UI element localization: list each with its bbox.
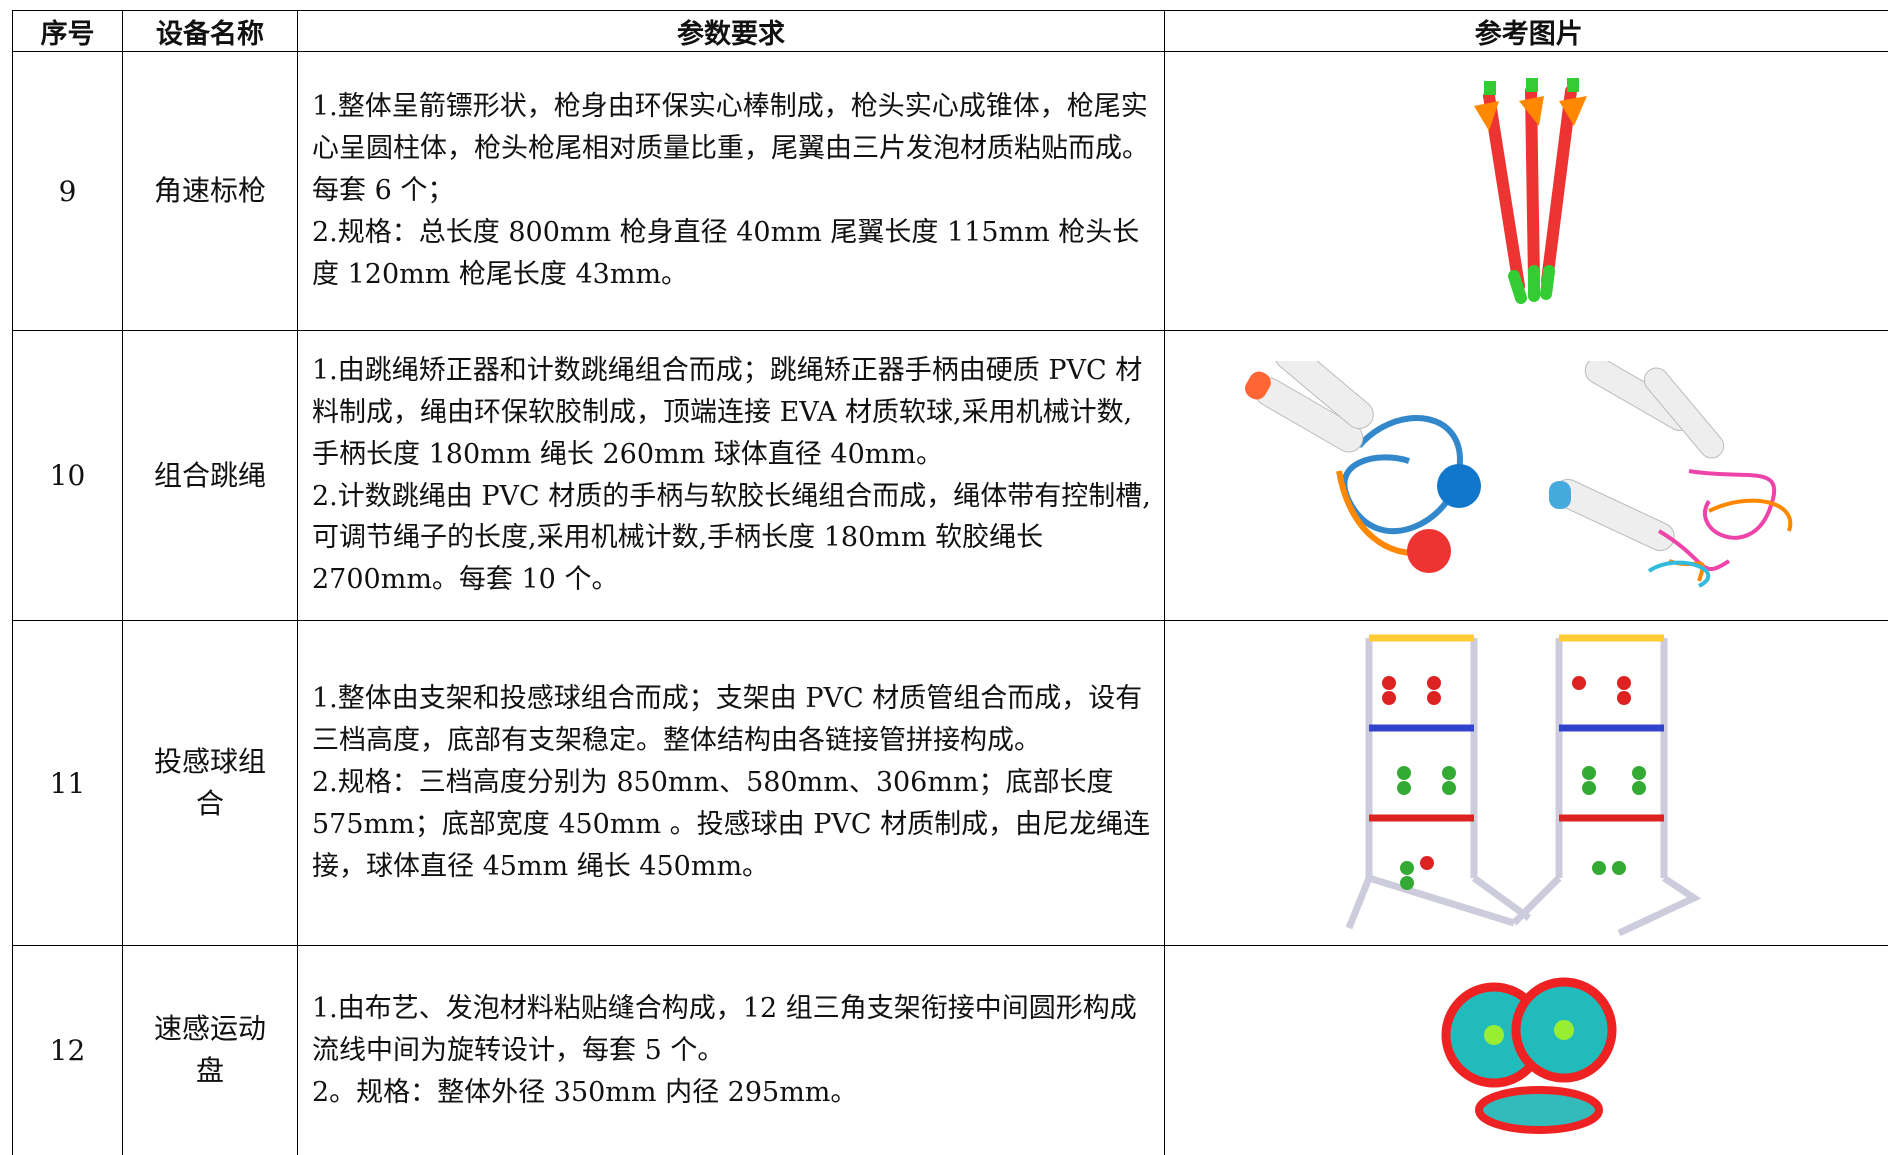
device-name: 角速标枪 (122, 51, 298, 331)
row: 10 组合跳绳 1.由跳绳矫正器和计数跳绳组合而成；跳绳矫正器手柄由硬质 PVC… (12, 330, 1888, 621)
picture (1164, 51, 1888, 331)
header-cell: 参考图片 (1164, 10, 1888, 52)
param-text: 1.整体呈箭镖形状，枪身由环保实心棒制成，枪头实心成锥体，枪尾实心呈圆柱体，枪头… (312, 91, 1149, 207)
param-text: 2.计数跳绳由 PVC 材质的手柄与软胶长绳组合而成，绳体带有控制槽,可调节绳子… (312, 480, 1151, 596)
params: 1.整体呈箭镖形状，枪身由环保实心棒制成，枪头实心成锥体，枪尾实心呈圆柱体，枪头… (297, 51, 1165, 331)
param-text: 1.由布艺、发泡材料粘贴缝合构成，12 组三角支架衔接中间圆形构成流线中间为旋转… (312, 993, 1137, 1066)
number: 9 (12, 51, 123, 331)
params: 1.由跳绳矫正器和计数跳绳组合而成；跳绳矫正器手柄由硬质 PVC 材料制成，绳由… (297, 330, 1165, 621)
javelin-image (1473, 78, 1587, 304)
params: 1.整体由支架和投感球组合而成；支架由 PVC 材质管组合而成，设有三档高度，底… (297, 620, 1165, 946)
picture (1164, 945, 1888, 1155)
number: 11 (12, 620, 123, 946)
device-name: 速感运动盘 (122, 945, 298, 1155)
picture (1164, 330, 1888, 621)
row: 9 角速标枪 1.整体呈箭镖形状，枪身由环保实心棒制成，枪头实心成锥体，枪尾实心… (12, 51, 1888, 331)
header-cell: 设备名称 (122, 10, 298, 52)
ladder-toss-image (1345, 634, 1701, 937)
param-text: 2.规格：三档高度分别为 850mm、580mm、306mm；底部长度 575m… (312, 767, 1151, 882)
param-text: 1.由跳绳矫正器和计数跳绳组合而成；跳绳矫正器手柄由硬质 PVC 材料制成，绳由… (312, 354, 1143, 470)
disc-image (1441, 977, 1617, 1135)
device-name: 投感球组合 (122, 620, 298, 946)
param-text: 2.规格：总长度 800mm 枪身直径 40mm 尾翼长度 115mm 枪头长度… (312, 216, 1140, 290)
number: 10 (12, 330, 123, 621)
picture (1164, 620, 1888, 946)
row: 11 投感球组合 1.整体由支架和投感球组合而成；支架由 PVC 材质管组合而成… (12, 620, 1888, 946)
device-name: 组合跳绳 (122, 330, 298, 621)
params: 1.由布艺、发泡材料粘贴缝合构成，12 组三角支架衔接中间圆形构成流线中间为旋转… (297, 945, 1165, 1155)
jump-rope-image (1244, 360, 1793, 588)
header-row: 序号 设备名称 参数要求 参考图片 (12, 10, 1888, 52)
header-cell: 序号 (12, 10, 123, 52)
param-text: 2。规格：整体外径 350mm 内径 295mm。 (312, 1076, 858, 1108)
row: 12 速感运动盘 1.由布艺、发泡材料粘贴缝合构成，12 组三角支架衔接中间圆形… (12, 945, 1888, 1155)
header-cell: 参数要求 (297, 10, 1165, 52)
spec-table: 序号 设备名称 参数要求 参考图片 9 角速标枪 1.整体呈箭镖形状，枪身由环保… (12, 10, 1888, 1155)
param-text: 1.整体由支架和投感球组合而成；支架由 PVC 材质管组合而成，设有三档高度，底… (312, 683, 1143, 757)
number: 12 (12, 945, 123, 1155)
